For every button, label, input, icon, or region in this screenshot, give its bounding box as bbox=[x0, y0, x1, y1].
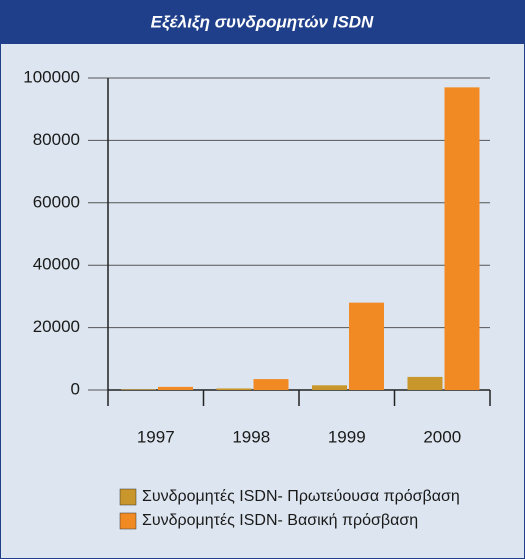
legend-label: Συνδρομητές ISDN- Πρωτεύουσα πρόσβαση bbox=[142, 488, 460, 505]
y-tick-label: 0 bbox=[71, 379, 80, 398]
x-tick-label: 1998 bbox=[232, 427, 270, 446]
y-tick-label: 40000 bbox=[33, 255, 80, 274]
bar bbox=[158, 386, 193, 390]
y-tick-label: 60000 bbox=[33, 192, 80, 211]
y-tick-label: 20000 bbox=[33, 317, 80, 336]
legend-swatch bbox=[119, 512, 137, 530]
legend-label: Συνδρομητές ISDN- Βασική πρόσβαση bbox=[142, 512, 418, 529]
bar bbox=[349, 302, 384, 390]
title-bar bbox=[0, 0, 525, 44]
y-tick-label: 100000 bbox=[23, 67, 80, 86]
legend-swatch bbox=[119, 488, 137, 506]
bar bbox=[312, 385, 347, 390]
chart-title: Εξέλιξη συνδρομητών ISDN bbox=[151, 12, 374, 31]
x-tick-label: 2000 bbox=[423, 427, 461, 446]
x-tick-label: 1999 bbox=[328, 427, 366, 446]
x-tick-label: 1997 bbox=[137, 427, 175, 446]
y-tick-label: 80000 bbox=[33, 130, 80, 149]
bar bbox=[407, 376, 443, 390]
bar bbox=[253, 379, 289, 390]
bar bbox=[444, 87, 480, 391]
bar bbox=[121, 389, 156, 390]
bar bbox=[216, 388, 252, 390]
